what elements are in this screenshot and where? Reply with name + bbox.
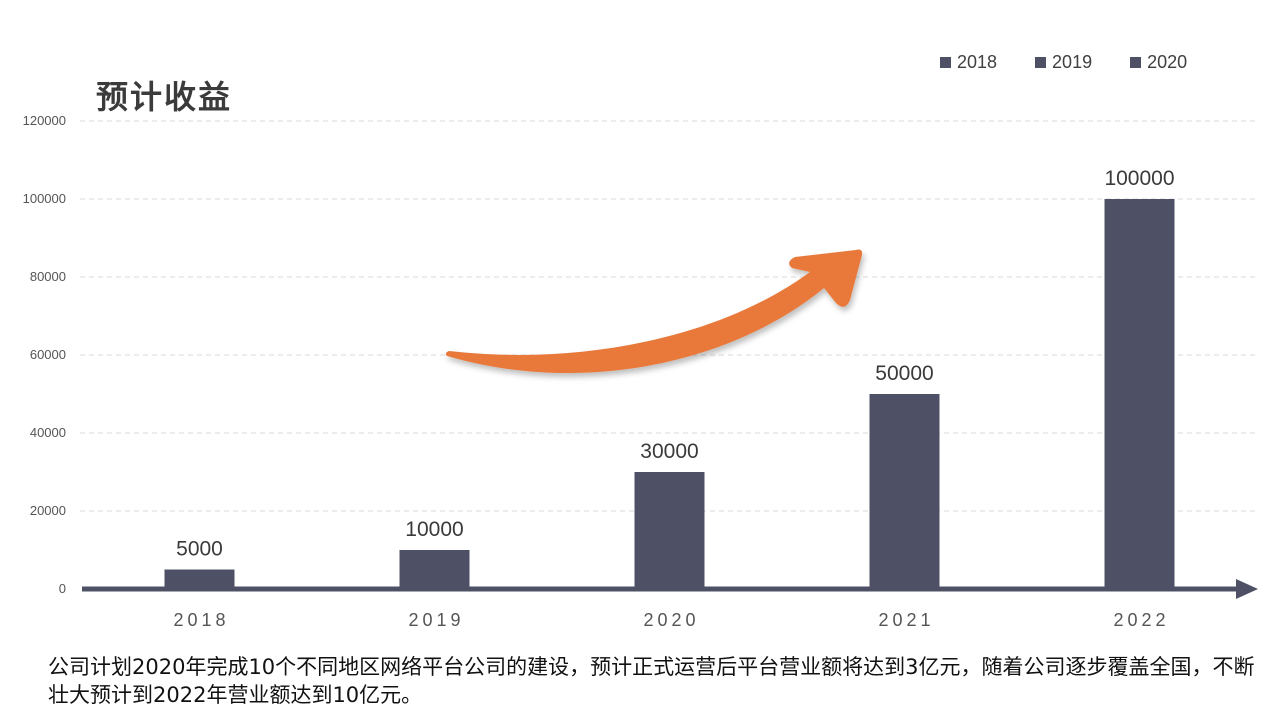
y-tick-label: 60000 (30, 347, 66, 362)
legend-label: 2020 (1147, 52, 1188, 72)
x-tick-label-2018: 2018 (173, 610, 229, 630)
y-tick-label: 20000 (30, 503, 66, 518)
y-tick-label: 40000 (30, 425, 66, 440)
x-tick-label-2019: 2019 (408, 610, 464, 630)
growth-arrow-icon (445, 249, 863, 374)
data-label-2021: 50000 (875, 362, 933, 385)
bar-2022 (1104, 199, 1175, 589)
x-tick-label-2022: 2022 (1113, 610, 1169, 630)
legend-swatch (1035, 57, 1047, 68)
y-tick-label: 120000 (23, 113, 66, 128)
chart-title: 预计收益 (96, 78, 233, 116)
bar-2021 (869, 394, 940, 589)
data-label-2022: 100000 (1104, 167, 1174, 190)
bar-2019 (399, 550, 470, 589)
bar-2020 (634, 472, 705, 589)
data-labels: 5000 10000 30000 50000 100000 (176, 167, 1174, 561)
legend-swatch (940, 57, 951, 68)
y-tick-label: 80000 (30, 269, 66, 284)
legend-label: 2019 (1052, 52, 1093, 72)
legend-item-2018: 2018 (940, 52, 997, 73)
x-axis (82, 579, 1258, 599)
data-label-2020: 30000 (640, 440, 698, 463)
x-tick-label-2021: 2021 (878, 610, 934, 630)
x-tick-label-2020: 2020 (643, 610, 699, 630)
y-tick-label: 100000 (23, 191, 66, 206)
data-label-2018: 5000 (176, 538, 223, 561)
y-axis-ticks: 0 20000 40000 60000 80000 100000 120000 (23, 113, 66, 596)
caption-text: 公司计划2020年完成10个不同地区网络平台公司的建设，预计正式运营后平台营业额… (48, 655, 1255, 707)
bars (164, 199, 1175, 589)
data-label-2019: 10000 (405, 518, 463, 541)
legend-item-2019: 2019 (1035, 52, 1092, 73)
bar-2018 (164, 569, 235, 589)
x-axis-ticks: 2018 2019 2020 2021 2022 (173, 610, 1169, 630)
legend-swatch (1130, 57, 1142, 68)
y-tick-label: 0 (59, 581, 66, 596)
legend-item-2020: 2020 (1130, 52, 1187, 73)
chart-legend: 2018 2019 2020 (940, 52, 1187, 73)
legend-label: 2018 (957, 52, 998, 72)
